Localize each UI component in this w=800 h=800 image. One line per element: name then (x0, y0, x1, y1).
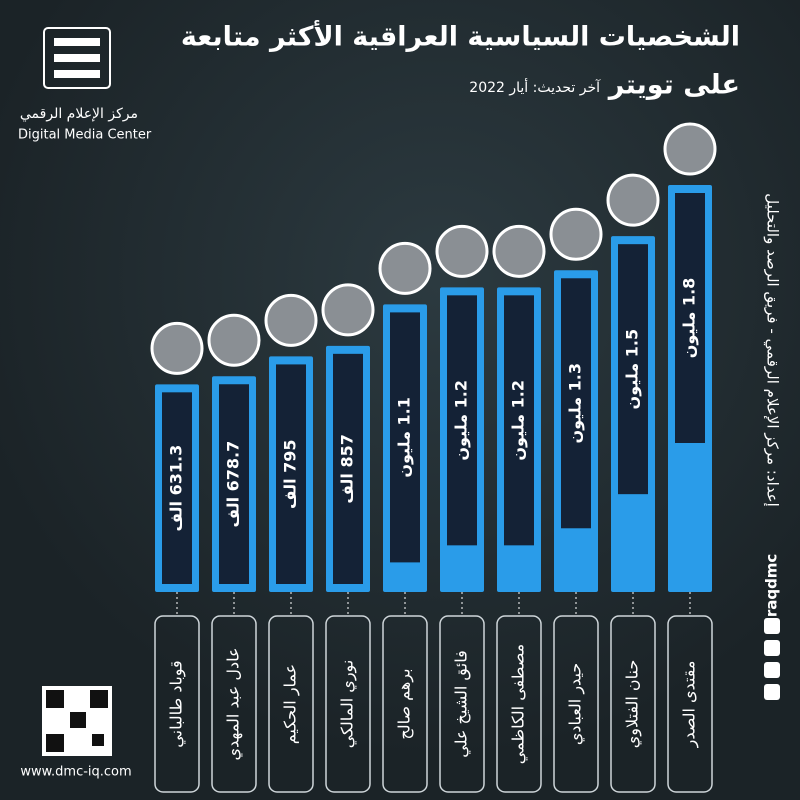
value-label: 1.8 مليون (680, 278, 699, 359)
name-box (667, 615, 713, 793)
name-box (268, 615, 314, 793)
social-icon (764, 662, 780, 678)
avatar (435, 224, 489, 278)
value-label-box (333, 353, 363, 584)
chart-title: الشخصيات السياسية العراقية الأكثر متابعة (181, 20, 740, 53)
value-label-box (390, 312, 420, 563)
value-label: 857 الف (338, 434, 357, 504)
value-label: 678.7 الف (224, 441, 243, 528)
website: www.dmc-iq.com (20, 765, 131, 780)
name-box (610, 615, 656, 793)
x-tick-label: نوري المالكي (338, 660, 358, 749)
credit: إعداد: مركز الإعلام الرقمي - فريق الرصد … (763, 193, 782, 506)
qr-block (46, 690, 64, 708)
name-box (211, 615, 257, 793)
avatar (606, 173, 660, 227)
value-label-box (219, 384, 249, 584)
name-box (325, 615, 371, 793)
avatar (321, 283, 375, 337)
logo-bar (54, 70, 100, 78)
x-tick-label: عمار الحكيم (281, 664, 301, 744)
name-box (496, 615, 542, 793)
chart-subtitle: آخر تحديث: أيار 2022 (469, 78, 601, 96)
x-tick-label: مصطفى الكاظمي (509, 644, 529, 764)
brand-name-en: Digital Media Center (18, 128, 152, 143)
avatar (492, 224, 546, 278)
x-tick-label: مقتدى الصدر (680, 661, 700, 749)
value-label: 1.2 مليون (452, 380, 471, 461)
x-tick-label: عادل عبد المهدي (224, 648, 244, 761)
value-label: 631.3 الف (167, 445, 186, 532)
avatar (378, 241, 432, 295)
name-box (154, 615, 200, 793)
value-label-box (162, 392, 192, 584)
x-tick-label: حيدر العبادي (566, 663, 586, 745)
logo-bar (54, 54, 100, 62)
handle: iraqdmc (763, 554, 781, 623)
avatar (549, 207, 603, 261)
name-box (553, 615, 599, 793)
x-tick-label: برهم صالح (395, 668, 415, 739)
qr-block (46, 734, 64, 752)
avatar (663, 122, 717, 176)
value-label-box (561, 278, 591, 529)
qr-block (90, 690, 108, 708)
social-icon (764, 684, 780, 700)
avatar (150, 321, 204, 375)
x-tick-label: قوباد طالباني (167, 660, 187, 747)
value-label-box (618, 244, 648, 495)
logo-bar (54, 38, 100, 46)
value-label: 1.1 مليون (395, 397, 414, 478)
chart-title: على تويتر (607, 70, 740, 101)
x-tick-label: فائق الشيخ علي (452, 650, 472, 757)
value-label: 1.3 مليون (566, 363, 585, 444)
logo (43, 27, 111, 89)
value-label-box (504, 295, 534, 546)
avatar (264, 293, 318, 347)
value-label-box (675, 193, 705, 443)
qr-code (42, 686, 112, 756)
brand-name: مركز الإعلام الرقمي (20, 106, 138, 122)
value-label: 1.2 مليون (509, 380, 528, 461)
x-tick-label: حنان الفتلاوي (623, 660, 643, 748)
social-icon (764, 640, 780, 656)
value-label: 795 الف (281, 439, 300, 509)
value-label-box (276, 364, 306, 584)
name-box (439, 615, 485, 793)
avatar (207, 313, 261, 367)
social-icon (764, 618, 780, 634)
qr-block (70, 712, 86, 728)
logo-box (43, 27, 111, 89)
name-box (382, 615, 428, 793)
qr-block (92, 734, 104, 746)
value-label-box (447, 295, 477, 546)
social-icons (764, 618, 780, 700)
value-label: 1.5 مليون (623, 329, 642, 410)
